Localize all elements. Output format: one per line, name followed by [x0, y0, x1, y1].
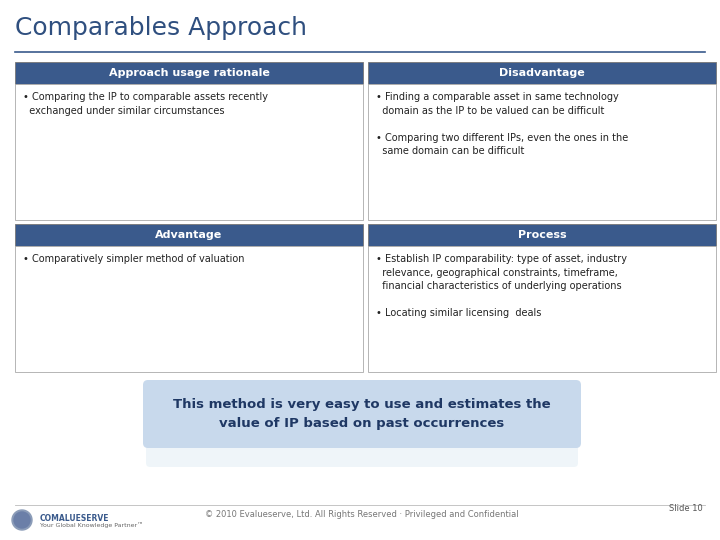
- Text: • Finding a comparable asset in same technology
  domain as the IP to be valued : • Finding a comparable asset in same tec…: [376, 92, 629, 157]
- Text: • Comparatively simpler method of valuation: • Comparatively simpler method of valuat…: [23, 254, 245, 264]
- Text: Comparables Approach: Comparables Approach: [15, 16, 307, 40]
- Text: Your Global Knowledge Partner™: Your Global Knowledge Partner™: [40, 522, 143, 528]
- FancyBboxPatch shape: [15, 84, 363, 220]
- Circle shape: [12, 510, 32, 530]
- Text: • Establish IP comparability: type of asset, industry
  relevance, geographical : • Establish IP comparability: type of as…: [376, 254, 627, 319]
- Text: Advantage: Advantage: [156, 230, 222, 240]
- FancyBboxPatch shape: [15, 224, 363, 246]
- FancyBboxPatch shape: [368, 62, 716, 84]
- Text: Disadvantage: Disadvantage: [499, 68, 585, 78]
- FancyBboxPatch shape: [15, 246, 363, 372]
- FancyBboxPatch shape: [146, 443, 578, 467]
- Text: Slide 10: Slide 10: [670, 504, 703, 513]
- FancyBboxPatch shape: [15, 62, 363, 84]
- FancyBboxPatch shape: [368, 224, 716, 246]
- Text: COMALUESERVE: COMALUESERVE: [40, 514, 109, 523]
- Circle shape: [14, 512, 30, 528]
- FancyBboxPatch shape: [368, 246, 716, 372]
- Text: Process: Process: [518, 230, 567, 240]
- Text: This method is very easy to use and estimates the
value of IP based on past occu: This method is very easy to use and esti…: [174, 398, 551, 430]
- FancyBboxPatch shape: [143, 380, 581, 448]
- FancyBboxPatch shape: [368, 84, 716, 220]
- Text: Approach usage rationale: Approach usage rationale: [109, 68, 269, 78]
- Text: © 2010 Evalueserve, Ltd. All Rights Reserved · Privileged and Confidential: © 2010 Evalueserve, Ltd. All Rights Rese…: [205, 510, 519, 519]
- Text: • Comparing the IP to comparable assets recently
  exchanged under similar circu: • Comparing the IP to comparable assets …: [23, 92, 268, 116]
